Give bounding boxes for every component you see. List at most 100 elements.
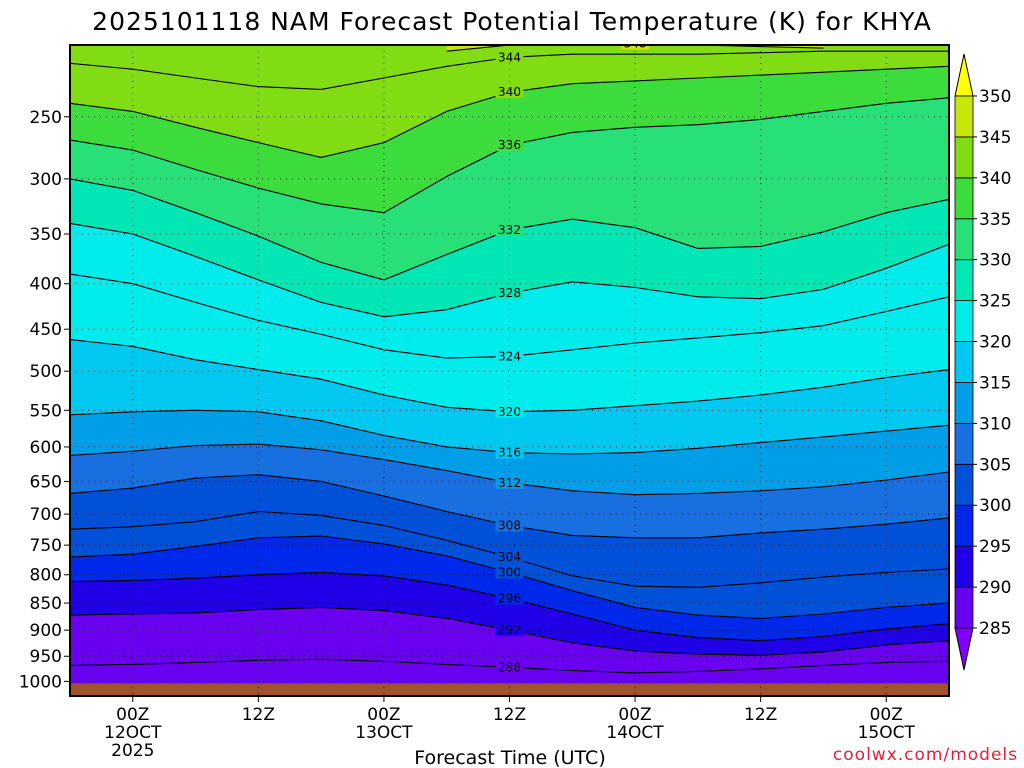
colorbar-swatch-285 — [954, 586, 974, 629]
isentrope-label-bg-328 — [495, 285, 524, 300]
isentrope-label-344: 344 — [498, 50, 521, 64]
x-tick-label-0-2: 2025 — [111, 741, 154, 761]
colorbar-label-300: 300 — [979, 496, 1011, 516]
x-axis-label: Forecast Time (UTC) — [414, 747, 605, 768]
colorbar-label-320: 320 — [979, 333, 1011, 353]
isentrope-label-bg-304 — [495, 549, 524, 564]
colorbar-label-305: 305 — [979, 455, 1011, 475]
isentrope-label-316: 316 — [498, 446, 521, 460]
isentrope-label-336: 336 — [498, 138, 521, 152]
y-tick-label-450: 450 — [30, 320, 62, 340]
colorbar-swatch-310 — [954, 382, 974, 424]
y-tick-label-1000: 1000 — [19, 672, 62, 692]
isentrope-label-328: 328 — [498, 286, 521, 300]
x-tick-label-36-0: 12Z — [493, 705, 526, 725]
colorbar-label-340: 340 — [979, 169, 1011, 189]
isentrope-label-308: 308 — [498, 518, 521, 532]
isentrope-label-292: 292 — [498, 623, 521, 637]
x-tick-label-60-0: 12Z — [744, 705, 777, 725]
colorbar-swatch-295 — [954, 504, 974, 547]
isentrope-label-bg-344 — [495, 49, 524, 64]
isentrope-label-288: 288 — [498, 660, 521, 674]
x-tick-label-48-0: 00Z — [618, 705, 651, 725]
y-tick-label-900: 900 — [30, 621, 62, 641]
y-tick-label-600: 600 — [30, 438, 62, 458]
y-tick-label-350: 350 — [30, 225, 62, 245]
isentrope-label-348: 348 — [624, 36, 647, 50]
band-fill-344 — [70, 45, 949, 90]
temperature-fills — [70, 45, 949, 696]
ground-fill — [70, 683, 949, 696]
x-tick-label-12-0: 12Z — [242, 705, 275, 725]
y-tick-label-950: 950 — [30, 647, 62, 667]
isentrope-label-bg-324 — [495, 348, 524, 363]
colorbar-swatch-300 — [954, 463, 974, 506]
isentrope-label-332: 332 — [498, 223, 521, 237]
chart-title: 2025101118 NAM Forecast Potential Temper… — [92, 7, 932, 36]
y-axis-ticks: 250 300 350 400 450 500 550 600 650 700 750 800 850 9… — [19, 108, 70, 692]
isentrope-label-bg-292 — [495, 622, 524, 637]
colorbar-label-345: 345 — [979, 128, 1011, 148]
colorbar: 285 290 295 300 305 310 315 320 325 330 335 340 345 3… — [954, 53, 1011, 671]
colorbar-swatch-325 — [954, 259, 974, 302]
isentrope-label-bg-300 — [495, 564, 524, 579]
colorbar-swatch-290 — [954, 545, 974, 588]
colorbar-swatch-335 — [954, 177, 974, 220]
y-tick-label-400: 400 — [30, 275, 62, 295]
isentrope-label-304: 304 — [498, 550, 521, 564]
x-tick-label-0-0: 00Z — [116, 705, 149, 725]
isentrope-label-296: 296 — [498, 592, 521, 606]
isentrope-label-bg-348 — [621, 45, 650, 50]
y-tick-label-850: 850 — [30, 594, 62, 614]
ground-layer — [70, 683, 949, 696]
colorbar-label-295: 295 — [979, 537, 1011, 557]
isentrope-label-320: 320 — [498, 405, 521, 419]
isentrope-label-bg-336 — [495, 137, 524, 152]
x-tick-label-72-1: 15OCT — [858, 723, 916, 743]
colorbar-label-315: 315 — [979, 373, 1011, 393]
y-tick-label-650: 650 — [30, 472, 62, 492]
isentrope-label-bg-296 — [495, 590, 524, 605]
colorbar-bottom-arrow — [954, 627, 974, 671]
site-credit: coolwx.com/models — [833, 745, 1018, 765]
y-tick-label-550: 550 — [30, 401, 62, 421]
x-tick-label-72-0: 00Z — [870, 705, 903, 725]
colorbar-swatch-345 — [954, 95, 974, 138]
y-tick-label-300: 300 — [30, 170, 62, 190]
x-tick-label-24-0: 00Z — [367, 705, 400, 725]
y-tick-label-500: 500 — [30, 362, 62, 382]
x-tick-label-0-1: 12OCT — [104, 723, 162, 743]
y-tick-label-800: 800 — [30, 566, 62, 586]
colorbar-swatch-315 — [954, 341, 974, 383]
colorbar-label-330: 330 — [979, 251, 1011, 271]
colorbar-swatch-330 — [954, 218, 974, 261]
colorbar-label-350: 350 — [979, 87, 1011, 107]
isentrope-label-312: 312 — [498, 476, 521, 490]
colorbar-swatch-340 — [954, 136, 974, 179]
y-tick-label-700: 700 — [30, 505, 62, 525]
colorbar-swatch-320 — [954, 300, 974, 342]
colorbar-label-290: 290 — [979, 578, 1011, 598]
isentrope-label-bg-288 — [495, 659, 524, 674]
colorbar-label-335: 335 — [979, 210, 1011, 230]
isentrope-label-bg-340 — [495, 84, 524, 99]
y-tick-label-750: 750 — [30, 536, 62, 556]
isentrope-label-bg-332 — [495, 221, 524, 236]
x-tick-label-24-1: 13OCT — [355, 723, 413, 743]
isentrope-label-324: 324 — [498, 349, 521, 363]
isentrope-348 — [446, 45, 824, 52]
colorbar-label-285: 285 — [979, 619, 1011, 639]
colorbar-label-325: 325 — [979, 292, 1011, 312]
colorbar-top-arrow — [954, 53, 974, 97]
isentrope-label-bg-320 — [495, 403, 524, 418]
y-tick-label-250: 250 — [30, 108, 62, 128]
x-tick-label-48-1: 14OCT — [606, 723, 664, 743]
colorbar-swatch-305 — [954, 422, 974, 465]
isentrope-label-bg-308 — [495, 517, 524, 532]
isentrope-label-340: 340 — [498, 85, 521, 99]
isentrope-label-bg-316 — [495, 444, 524, 459]
